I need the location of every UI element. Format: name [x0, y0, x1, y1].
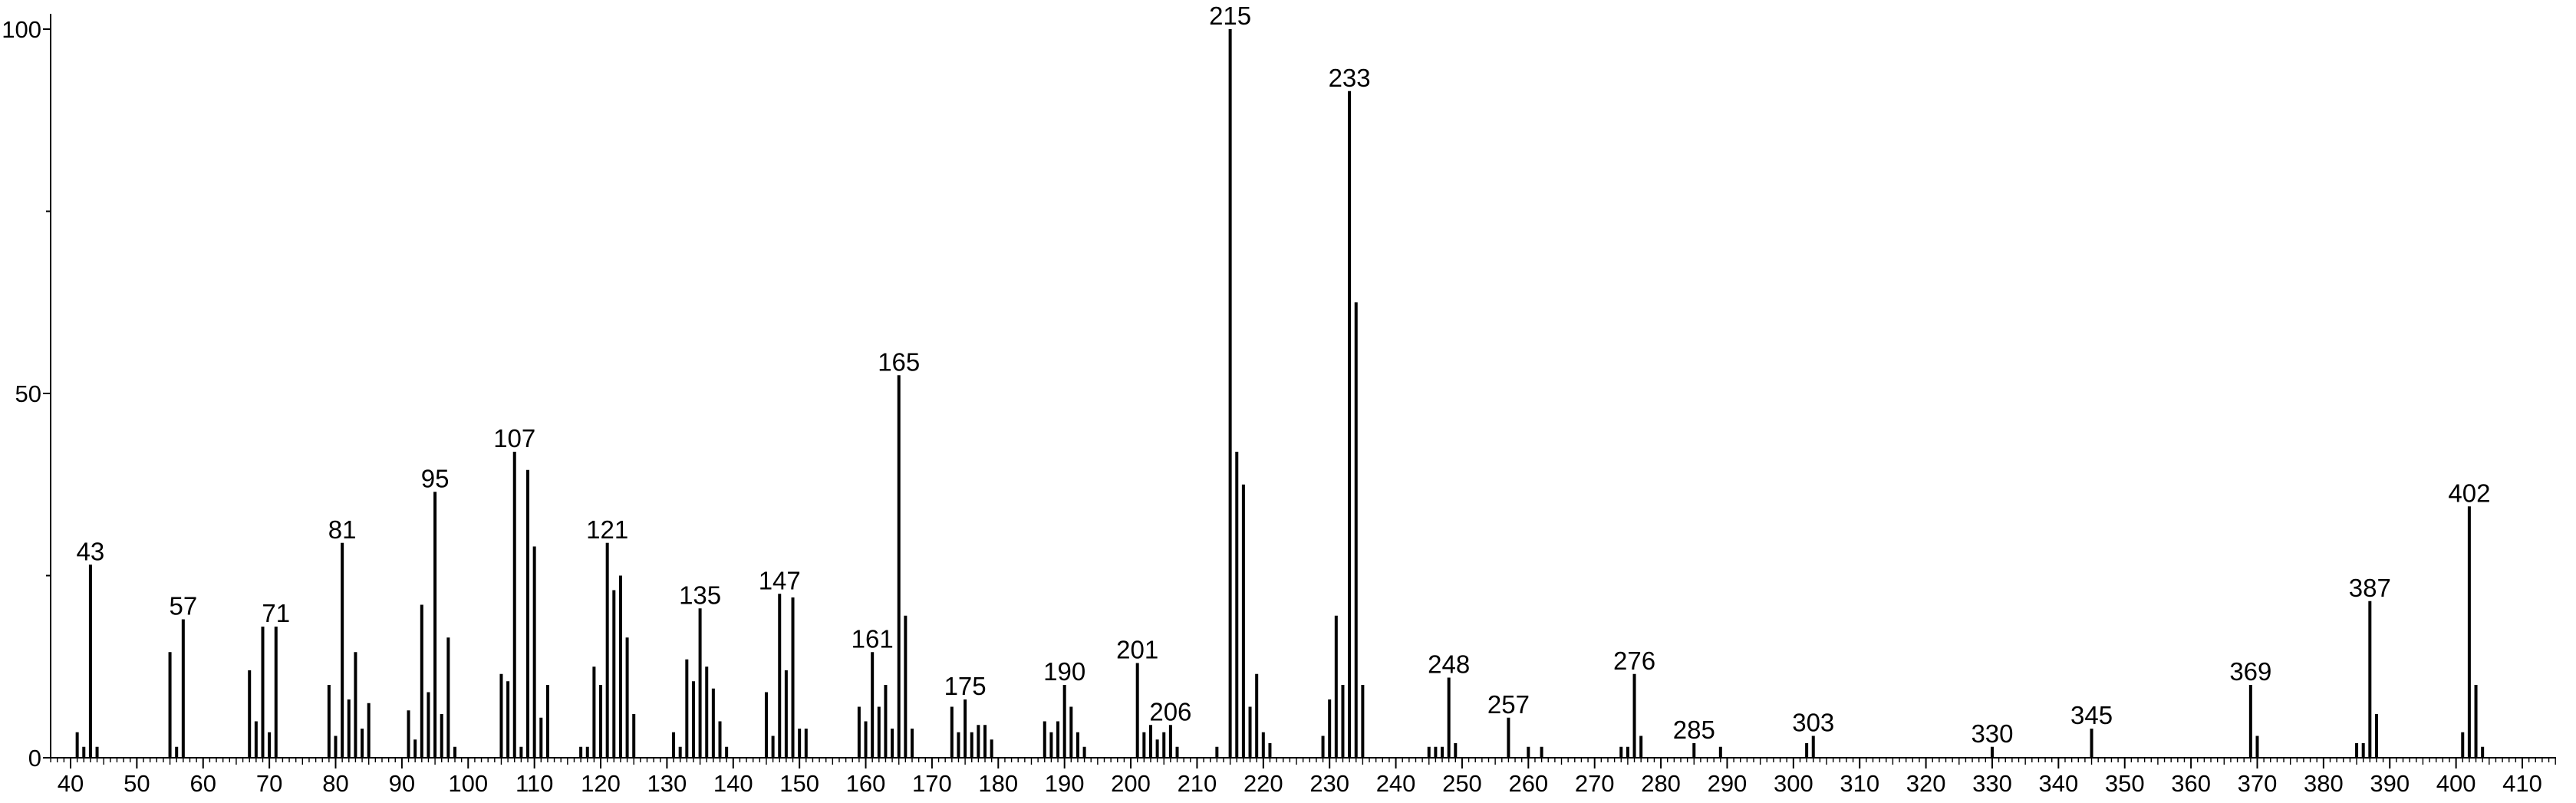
- x-tick-label: 180: [978, 770, 1018, 797]
- peak-label: 303: [1792, 709, 1834, 737]
- peak-bars: [75, 29, 2485, 758]
- peak-label: 330: [1971, 719, 2013, 748]
- x-tick-label: 190: [1045, 770, 1085, 797]
- peak-label: 43: [77, 537, 105, 565]
- x-tick-label: 340: [2038, 770, 2078, 797]
- x-tick-label: 270: [1575, 770, 1615, 797]
- x-tick-label: 320: [1906, 770, 1946, 797]
- y-tick-label: 50: [15, 380, 41, 407]
- x-tick-label: 210: [1178, 770, 1217, 797]
- x-tick-label: 330: [1972, 770, 2012, 797]
- peak-label: 95: [421, 464, 450, 492]
- x-tick-label: 300: [1774, 770, 1813, 797]
- axes: [50, 14, 2556, 759]
- peak-labels: 43 57 71 81 95 107 121 135 147 161 165 175 190 201 206…: [77, 2, 2491, 748]
- x-tick-label: 130: [647, 770, 687, 797]
- x-tick-label: 60: [190, 770, 216, 797]
- x-tick-label: 290: [1708, 770, 1748, 797]
- peak-label: 121: [586, 515, 628, 544]
- peak-label: 285: [1673, 716, 1715, 744]
- peak-label: 201: [1116, 636, 1158, 664]
- x-tick-label: 310: [1840, 770, 1879, 797]
- y-tick-label: 100: [2, 16, 41, 43]
- x-tick-label: 220: [1244, 770, 1283, 797]
- x-tick-label: 40: [58, 770, 84, 797]
- peak-label: 257: [1487, 690, 1530, 719]
- x-tick-label: 120: [581, 770, 621, 797]
- peak-label: 233: [1329, 64, 1371, 92]
- peak-label: 161: [852, 624, 894, 653]
- x-tick-label: 280: [1641, 770, 1681, 797]
- peak-label: 135: [679, 581, 721, 609]
- peak-label: 369: [2229, 657, 2271, 686]
- x-tick-label: 90: [389, 770, 415, 797]
- x-tick-label: 160: [846, 770, 886, 797]
- x-tick-label: 230: [1309, 770, 1349, 797]
- x-tick-label: 150: [779, 770, 819, 797]
- x-tick-label: 380: [2304, 770, 2344, 797]
- peak-label: 57: [169, 592, 197, 620]
- x-tick-label: 350: [2105, 770, 2145, 797]
- peak-label: 165: [878, 347, 920, 376]
- peak-label: 71: [262, 599, 290, 627]
- x-tick-label: 240: [1376, 770, 1416, 797]
- peak-label: 175: [944, 672, 987, 700]
- peak-label: 190: [1043, 657, 1085, 686]
- x-tick-label: 80: [322, 770, 348, 797]
- x-tick-label: 170: [912, 770, 952, 797]
- peak-label: 248: [1428, 650, 1470, 679]
- x-tick-label: 410: [2502, 770, 2542, 797]
- y-tick-label: 0: [28, 745, 41, 772]
- x-tick-label: 110: [516, 770, 553, 797]
- x-tick-label: 200: [1111, 770, 1151, 797]
- peak-label: 345: [2070, 701, 2113, 729]
- peak-label: 387: [2349, 574, 2391, 602]
- x-tick-label: 360: [2171, 770, 2211, 797]
- x-tick-label: 390: [2370, 770, 2410, 797]
- ticks: 40 50 60 70 80 90 100 110 120 130 140 150 160 170 180 1…: [2, 16, 2556, 797]
- peak-label: 215: [1209, 2, 1251, 30]
- peak-label: 107: [493, 424, 535, 453]
- x-tick-label: 50: [124, 770, 150, 797]
- x-tick-label: 70: [256, 770, 282, 797]
- x-tick-label: 370: [2238, 770, 2278, 797]
- x-tick-label: 400: [2436, 770, 2476, 797]
- peak-label: 276: [1613, 647, 1655, 675]
- peak-label: 147: [759, 566, 801, 594]
- x-tick-label: 250: [1442, 770, 1482, 797]
- peak-label: 81: [328, 515, 357, 544]
- x-tick-label: 260: [1508, 770, 1548, 797]
- x-tick-label: 100: [448, 770, 488, 797]
- peak-label: 402: [2448, 479, 2490, 507]
- peak-label: 206: [1149, 697, 1191, 726]
- x-tick-label: 140: [713, 770, 753, 797]
